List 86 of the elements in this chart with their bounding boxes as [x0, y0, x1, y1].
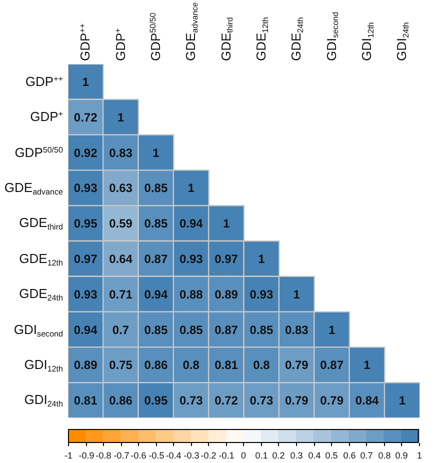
- color-bar-label: 0.1: [255, 450, 268, 460]
- data-label: 0.79: [284, 394, 309, 408]
- color-bar-label: 0.6: [343, 450, 356, 460]
- data-label: 0.85: [144, 322, 168, 337]
- data-label: 0.63: [109, 181, 133, 196]
- data-label: 0.93: [74, 181, 98, 196]
- data-label: 0.84: [355, 394, 380, 408]
- y-tick-label: GDE$_{third}$: [19, 215, 63, 232]
- data-label: 0.97: [74, 252, 98, 266]
- color-bar-label: -0.9: [78, 450, 94, 460]
- color-bar-label: 1: [416, 450, 422, 460]
- data-label: 0.94: [179, 216, 204, 231]
- data-label: 0.89: [214, 287, 238, 302]
- y-tick-label: GDE$_{24th}$: [19, 286, 63, 302]
- data-label: 0.73: [250, 394, 274, 408]
- data-label: 0.8: [253, 358, 270, 372]
- data-label: 1: [82, 75, 90, 90]
- data-label: 0.88: [179, 287, 204, 302]
- data-label: 0.87: [320, 358, 344, 372]
- color-bar-label: -0.5: [148, 450, 164, 460]
- data-label: 0.71: [109, 287, 133, 302]
- data-label: 0.72: [74, 110, 98, 124]
- data-label: 0.85: [144, 216, 168, 231]
- data-label: 0.75: [109, 358, 133, 372]
- y-tick-label: GDI$_{24th}$: [24, 392, 63, 409]
- y-tick-label: GDI$_{12th}$: [24, 356, 63, 374]
- color-bar-label: -0.3: [184, 450, 200, 460]
- data-label: 0.85: [179, 322, 204, 337]
- data-label: 0.89: [74, 358, 98, 372]
- y-tick-label: GDP$^{+}$: [30, 109, 63, 126]
- data-label: 0.64: [109, 252, 133, 266]
- data-label: 0.97: [214, 252, 238, 266]
- data-label: 1: [398, 394, 406, 408]
- data-label: 0.85: [144, 181, 168, 196]
- data-label: 1: [293, 287, 300, 302]
- color-bar-label: 0.2: [272, 450, 285, 460]
- data-label: 0.93: [250, 287, 274, 302]
- data-label: 0.86: [144, 358, 168, 372]
- data-label: 0.83: [284, 322, 309, 337]
- data-label: 0.85: [250, 322, 274, 337]
- color-bar-label: -0.7: [114, 450, 130, 460]
- data-label: 0.87: [144, 252, 168, 266]
- data-label: 0.94: [74, 322, 98, 337]
- data-label: 1: [117, 110, 124, 124]
- data-label: 0.95: [74, 216, 98, 231]
- data-label: 0.79: [284, 358, 309, 372]
- data-label: 0.59: [109, 216, 133, 231]
- color-bar-label: 0: [240, 450, 246, 460]
- color-bar-label: 0.8: [378, 450, 391, 460]
- data-label: 1: [364, 358, 371, 372]
- data-label: 0.79: [320, 394, 344, 408]
- data-label: 0.93: [74, 287, 98, 302]
- data-label: 0.81: [74, 394, 98, 408]
- color-bar-label: 0.5: [325, 450, 338, 460]
- color-bar-label: -0.1: [218, 450, 234, 460]
- data-label: 0.81: [214, 358, 238, 372]
- data-label: 1: [328, 322, 336, 337]
- data-label: 1: [152, 146, 160, 160]
- color-bar-label: -0.6: [130, 450, 146, 460]
- color-bar-label: 0.9: [395, 450, 408, 460]
- data-label: 1: [258, 252, 266, 266]
- color-bar-label: -0.8: [96, 450, 112, 460]
- data-label: 1: [188, 181, 195, 196]
- data-label: 0.73: [179, 394, 204, 408]
- y-tick-label: GDE$_{advance}$: [4, 180, 63, 196]
- data-label: 0.92: [74, 146, 98, 160]
- color-bar-label: 0.4: [308, 450, 321, 460]
- data-label: 0.83: [109, 146, 133, 160]
- data-label: 0.87: [214, 322, 238, 337]
- data-label: 0.93: [179, 252, 204, 266]
- data-label: 0.95: [144, 394, 168, 408]
- data-label: 0.7: [112, 322, 130, 337]
- y-tick-label: GDE$_{12th}$: [19, 250, 63, 268]
- color-bar-label: -1: [64, 450, 73, 460]
- y-tick-label: GDP$^{50/50}$: [14, 144, 63, 160]
- color-bar-label: -0.4: [166, 450, 182, 460]
- data-label: 0.94: [144, 287, 168, 302]
- data-label: 0.86: [109, 394, 133, 408]
- data-label: 0.72: [214, 394, 238, 408]
- color-bar-label: 0.7: [360, 450, 373, 460]
- color-bar-label: -0.2: [200, 450, 216, 460]
- color-bar-label: 0.3: [290, 450, 303, 460]
- y-tick-label: GDI$_{second}$: [14, 322, 63, 338]
- y-tick-label: GDP$^{++}$: [25, 74, 63, 90]
- data-label: 1: [222, 216, 230, 231]
- data-label: 0.8: [182, 358, 200, 372]
